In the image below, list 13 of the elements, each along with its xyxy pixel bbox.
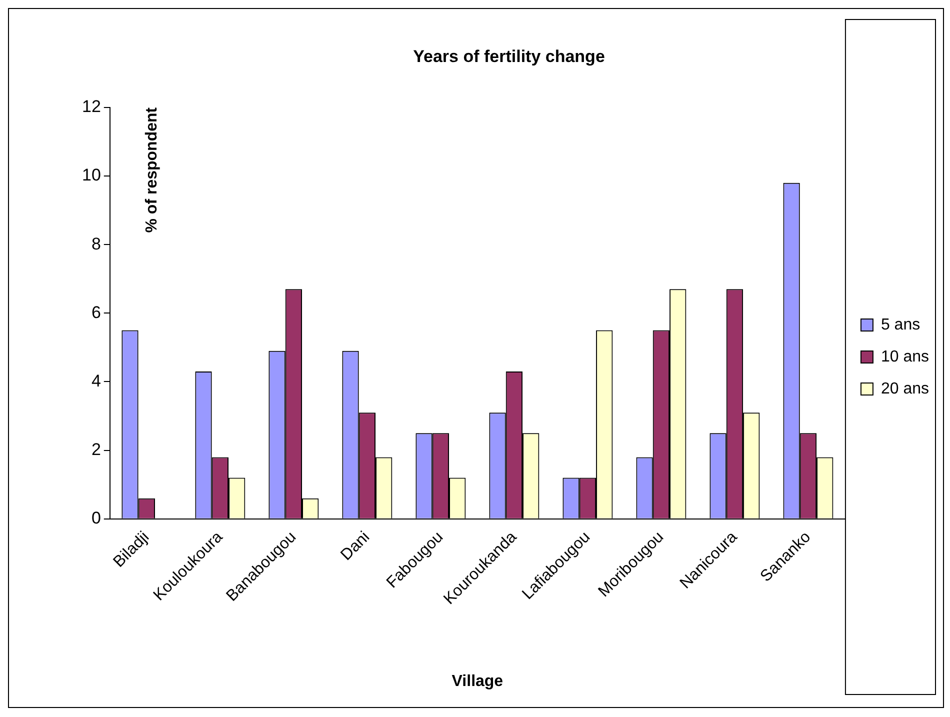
y-tick-label: 2 bbox=[91, 440, 101, 460]
x-axis-title: Village bbox=[452, 672, 504, 690]
legend-label: 20 ans bbox=[880, 380, 930, 398]
legend-label: 5 ans bbox=[880, 316, 920, 334]
legend-label: 10 ans bbox=[880, 348, 930, 366]
y-tick-label: 12 bbox=[82, 97, 101, 116]
chart-title: Years of fertility change bbox=[413, 46, 605, 66]
y-tick-label: 10 bbox=[82, 166, 101, 185]
y-tick-label: 6 bbox=[91, 302, 101, 322]
y-tick-label: 0 bbox=[91, 508, 101, 528]
y-tick-label: 4 bbox=[91, 371, 101, 390]
y-tick-label: 8 bbox=[91, 234, 101, 254]
y-axis-title: % of respondent bbox=[143, 106, 160, 233]
